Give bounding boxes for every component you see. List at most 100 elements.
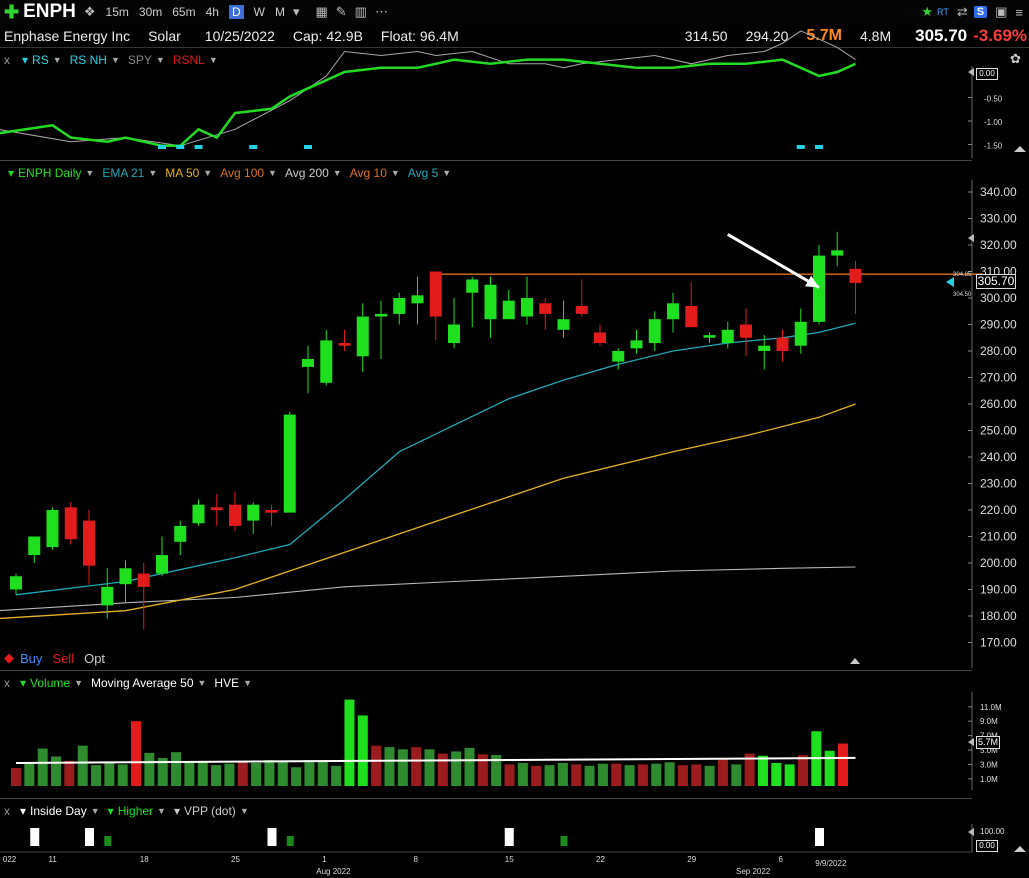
dropdown-icon[interactable]: ▼: [110, 55, 120, 65]
timeframe-65m[interactable]: 65m: [172, 5, 196, 19]
trash-icon[interactable]: ▥: [354, 4, 367, 19]
collapse-icon[interactable]: [1014, 146, 1026, 152]
candle[interactable]: [594, 332, 606, 344]
candle[interactable]: [302, 358, 314, 367]
dropdown-icon[interactable]: ▼: [157, 806, 166, 816]
price-panel[interactable]: 170.00 180.00 190.00 200.00 210.00 220.00 230.…: [0, 180, 1017, 668]
legend-enph-daily[interactable]: ENPH Daily: [18, 166, 82, 180]
menu-icon[interactable]: ≡: [1015, 4, 1023, 20]
dropdown-icon[interactable]: ▼: [148, 168, 158, 178]
candle[interactable]: [174, 525, 187, 542]
candle[interactable]: [247, 504, 260, 521]
volume-panel-close[interactable]: x: [4, 676, 10, 690]
star-icon[interactable]: ★: [921, 4, 934, 19]
legend-volume[interactable]: Volume: [30, 676, 71, 690]
candle[interactable]: [156, 555, 168, 574]
candle[interactable]: [721, 329, 734, 344]
candle[interactable]: [46, 510, 59, 548]
dropdown-icon[interactable]: ▼: [239, 806, 249, 816]
pencil-icon[interactable]: ✎: [335, 4, 347, 19]
dropdown-icon[interactable]: ▼: [74, 678, 83, 688]
share-icon[interactable]: ⋯: [374, 4, 388, 19]
candle[interactable]: [630, 340, 643, 349]
legend-vpp[interactable]: VPP (dot): [184, 804, 236, 818]
signal-panel-close[interactable]: x: [4, 804, 10, 818]
candle[interactable]: [83, 520, 95, 566]
link-icon[interactable]: ⇄: [956, 4, 968, 19]
candle[interactable]: [466, 279, 479, 293]
candle[interactable]: [28, 536, 41, 556]
candle[interactable]: [375, 313, 387, 317]
candle[interactable]: [612, 351, 625, 362]
candle[interactable]: [265, 510, 278, 513]
legend-higher[interactable]: Higher: [117, 804, 154, 818]
buy-button[interactable]: Buy: [20, 650, 43, 666]
rs-legend-2[interactable]: SPY: [127, 53, 152, 67]
legend-hve[interactable]: HVE: [214, 676, 240, 690]
candle[interactable]: [831, 250, 844, 256]
legend-ma50[interactable]: MA 50: [165, 166, 200, 180]
candle[interactable]: [502, 300, 515, 320]
candle[interactable]: [776, 337, 789, 351]
candle[interactable]: [648, 319, 661, 344]
rs-panel-close[interactable]: x: [4, 53, 10, 67]
candle[interactable]: [575, 305, 588, 314]
legend-avg200[interactable]: Avg 200: [284, 166, 329, 180]
opt-button[interactable]: Opt: [84, 650, 106, 666]
dropdown-icon[interactable]: ▼: [332, 168, 342, 178]
legend-volume-ma[interactable]: Moving Average 50: [90, 676, 194, 690]
candle[interactable]: [685, 305, 698, 328]
palette-icon[interactable]: ✿: [1010, 51, 1021, 66]
candle[interactable]: [320, 340, 333, 383]
candle[interactable]: [539, 303, 552, 314]
rs-legend-3[interactable]: RSNL: [172, 53, 205, 67]
rs-legend-0[interactable]: RS: [32, 53, 49, 67]
candle[interactable]: [10, 576, 22, 590]
layout-icon[interactable]: ❖: [83, 4, 96, 19]
collapse-icon[interactable]: [1014, 846, 1026, 852]
timeframe-monthly[interactable]: M: [274, 5, 285, 19]
candle[interactable]: [411, 295, 424, 304]
candle[interactable]: [448, 324, 460, 344]
dropdown-icon[interactable]: ▼: [203, 168, 213, 178]
sell-button[interactable]: Sell: [52, 650, 75, 666]
timeframe-15m[interactable]: 15m: [105, 5, 129, 19]
candle[interactable]: [137, 573, 150, 587]
dropdown-icon[interactable]: ▼: [90, 806, 100, 816]
timeframe-daily[interactable]: D: [228, 5, 244, 19]
save-icon[interactable]: ▣: [995, 4, 1008, 19]
candle[interactable]: [703, 335, 716, 338]
calculator-icon[interactable]: ▦: [315, 4, 328, 19]
candle[interactable]: [210, 507, 223, 510]
candle[interactable]: [101, 586, 114, 606]
collapse-icon[interactable]: [850, 658, 860, 664]
candle[interactable]: [356, 316, 369, 357]
dropdown-icon[interactable]: ▼: [268, 168, 277, 178]
candle[interactable]: [484, 284, 497, 320]
candle[interactable]: [849, 268, 862, 283]
candle[interactable]: [758, 345, 771, 351]
add-symbol-icon[interactable]: ✚: [4, 1, 20, 22]
dropdown-icon[interactable]: ▼: [155, 55, 165, 65]
timeframe-4h[interactable]: 4h: [205, 5, 219, 19]
legend-avg10[interactable]: Avg 10: [349, 166, 387, 180]
candle[interactable]: [192, 504, 205, 524]
dropdown-icon[interactable]: ▾: [292, 4, 300, 19]
candle[interactable]: [283, 414, 296, 513]
dropdown-icon[interactable]: ▼: [52, 55, 62, 65]
candle[interactable]: [119, 568, 132, 585]
dropdown-icon[interactable]: ▼: [243, 678, 253, 688]
dropdown-icon[interactable]: ▼: [85, 168, 95, 178]
legend-avg5[interactable]: Avg 5: [407, 166, 439, 180]
candle[interactable]: [813, 255, 825, 322]
timeframe-30m[interactable]: 30m: [138, 5, 163, 19]
timeframe-weekly[interactable]: W: [253, 5, 265, 19]
candle[interactable]: [64, 507, 77, 540]
legend-inside-day[interactable]: Inside Day: [30, 804, 87, 818]
dropdown-icon[interactable]: ▼: [390, 168, 400, 178]
s-button[interactable]: S: [973, 6, 988, 18]
symbol-label[interactable]: ENPH: [23, 1, 76, 22]
dropdown-icon[interactable]: ▼: [442, 168, 452, 178]
dropdown-icon[interactable]: ▼: [208, 55, 218, 65]
